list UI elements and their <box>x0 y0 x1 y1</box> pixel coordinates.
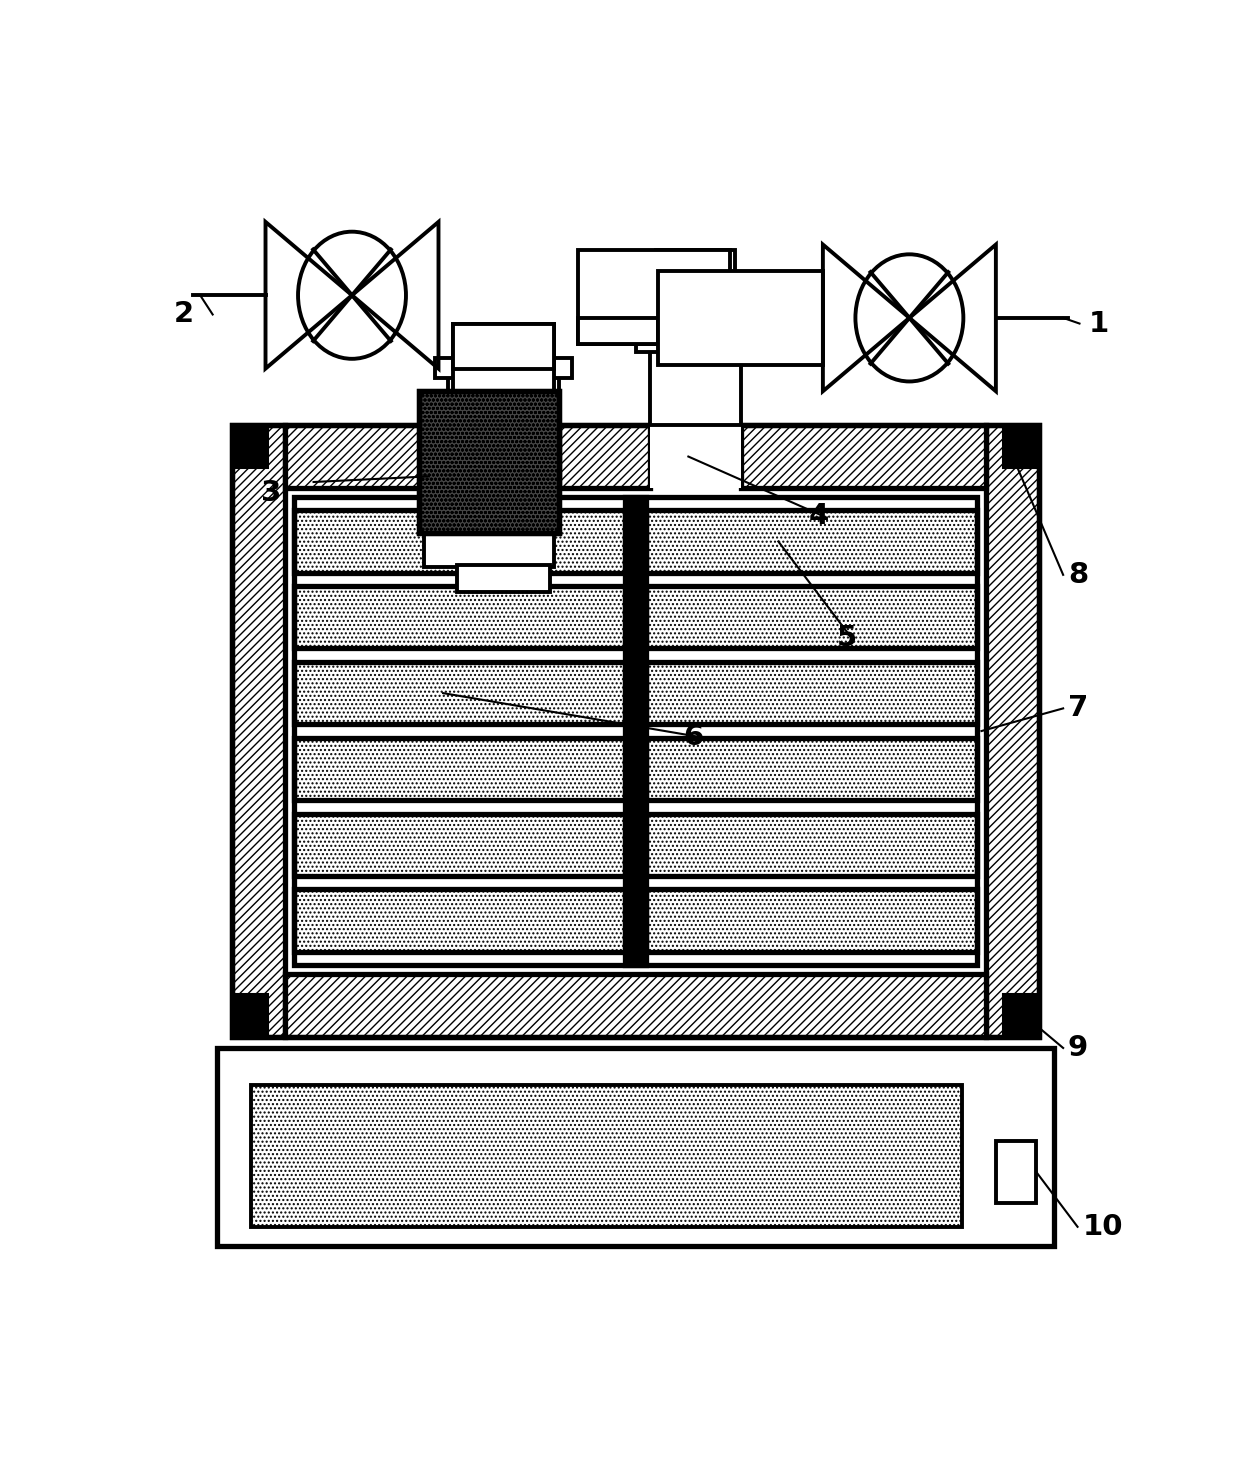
Bar <box>578 250 729 344</box>
Text: 1: 1 <box>1089 310 1110 338</box>
Bar <box>456 564 551 592</box>
Text: 10: 10 <box>1083 1213 1123 1241</box>
Bar <box>250 1085 962 1227</box>
Bar <box>285 975 986 1036</box>
Bar <box>1003 994 1039 1036</box>
Bar <box>294 497 977 966</box>
Bar <box>646 510 977 573</box>
Bar <box>232 425 285 1036</box>
Bar <box>625 497 646 966</box>
Bar <box>294 889 625 951</box>
Bar <box>232 425 268 469</box>
Bar <box>1003 425 1039 469</box>
Bar <box>650 425 742 488</box>
Bar <box>285 425 448 488</box>
Bar <box>294 497 977 966</box>
Bar <box>646 662 977 725</box>
Text: 9: 9 <box>1068 1033 1089 1061</box>
Bar <box>294 814 625 876</box>
Bar <box>294 510 625 573</box>
Bar <box>232 425 1039 1036</box>
Bar <box>294 662 625 725</box>
Bar <box>456 341 551 534</box>
Text: 3: 3 <box>260 479 281 507</box>
Text: 8: 8 <box>1068 562 1087 589</box>
Bar <box>986 425 1039 1036</box>
Bar <box>456 341 551 363</box>
Bar <box>419 391 559 534</box>
Bar <box>453 323 554 391</box>
Bar <box>435 357 572 378</box>
Bar <box>424 531 554 567</box>
Text: 5: 5 <box>837 625 857 653</box>
Bar <box>448 363 558 425</box>
Bar <box>578 318 657 344</box>
Bar <box>650 329 742 425</box>
Text: 6: 6 <box>683 723 704 751</box>
Bar <box>646 738 977 800</box>
Bar <box>448 425 558 488</box>
Bar <box>294 587 625 648</box>
Bar <box>217 1048 1054 1247</box>
Bar <box>656 304 735 332</box>
Bar <box>996 1141 1037 1202</box>
Bar <box>232 425 1039 1036</box>
Bar <box>419 391 559 534</box>
Bar <box>558 425 650 488</box>
Text: 2: 2 <box>174 300 195 328</box>
Bar <box>294 738 625 800</box>
Bar <box>232 994 268 1036</box>
Bar <box>656 250 735 307</box>
Bar <box>636 329 755 351</box>
Bar <box>453 323 554 369</box>
Text: 7: 7 <box>1068 694 1089 722</box>
Bar <box>646 587 977 648</box>
Bar <box>646 889 977 951</box>
Bar <box>657 270 823 365</box>
Bar <box>646 814 977 876</box>
Text: 4: 4 <box>808 501 828 531</box>
Bar <box>742 425 986 488</box>
